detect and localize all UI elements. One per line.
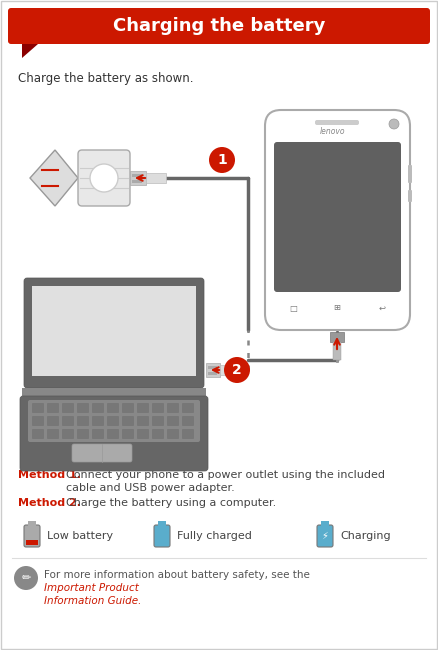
- FancyBboxPatch shape: [47, 416, 59, 426]
- Bar: [22, 388, 206, 396]
- Text: 1: 1: [217, 153, 227, 167]
- Bar: [333, 342, 341, 360]
- FancyBboxPatch shape: [28, 400, 200, 442]
- FancyBboxPatch shape: [182, 416, 194, 426]
- Bar: [220, 365, 238, 375]
- Bar: [32, 286, 196, 376]
- FancyBboxPatch shape: [92, 403, 104, 413]
- Bar: [130, 171, 146, 185]
- Text: Charge the battery as shown.: Charge the battery as shown.: [18, 72, 194, 85]
- FancyBboxPatch shape: [78, 150, 130, 206]
- Text: ↩: ↩: [378, 304, 385, 313]
- FancyBboxPatch shape: [32, 403, 44, 413]
- FancyBboxPatch shape: [122, 403, 134, 413]
- FancyBboxPatch shape: [77, 403, 89, 413]
- FancyBboxPatch shape: [182, 429, 194, 439]
- FancyBboxPatch shape: [47, 429, 59, 439]
- Text: ⚡: ⚡: [321, 531, 328, 541]
- FancyBboxPatch shape: [8, 8, 430, 44]
- FancyBboxPatch shape: [122, 429, 134, 439]
- Polygon shape: [22, 44, 38, 58]
- Text: Charging: Charging: [340, 531, 391, 541]
- Text: 2: 2: [232, 363, 242, 377]
- Bar: [132, 174, 142, 177]
- Text: Charging the battery: Charging the battery: [113, 17, 325, 35]
- Bar: [208, 372, 217, 375]
- Bar: [156, 540, 168, 545]
- FancyBboxPatch shape: [122, 416, 134, 426]
- FancyBboxPatch shape: [167, 429, 179, 439]
- Bar: [26, 540, 38, 545]
- FancyBboxPatch shape: [20, 396, 208, 471]
- Text: cable and USB power adapter.: cable and USB power adapter.: [66, 483, 235, 493]
- Bar: [319, 540, 331, 545]
- Bar: [158, 521, 166, 526]
- FancyBboxPatch shape: [152, 403, 164, 413]
- FancyBboxPatch shape: [152, 416, 164, 426]
- FancyBboxPatch shape: [62, 416, 74, 426]
- Text: Method 1.: Method 1.: [18, 470, 81, 480]
- Text: For more information about battery safety, see the: For more information about battery safet…: [44, 570, 310, 580]
- Text: ⊞: ⊞: [333, 304, 340, 313]
- FancyBboxPatch shape: [152, 429, 164, 439]
- FancyBboxPatch shape: [24, 525, 40, 547]
- FancyBboxPatch shape: [77, 429, 89, 439]
- FancyBboxPatch shape: [72, 444, 132, 462]
- Text: Charge the battery using a computer.: Charge the battery using a computer.: [66, 498, 276, 508]
- FancyBboxPatch shape: [107, 403, 119, 413]
- Text: □: □: [289, 304, 297, 313]
- Bar: [132, 180, 142, 183]
- Bar: [206, 363, 220, 377]
- FancyBboxPatch shape: [107, 429, 119, 439]
- FancyBboxPatch shape: [408, 190, 412, 202]
- FancyBboxPatch shape: [107, 416, 119, 426]
- FancyBboxPatch shape: [137, 403, 149, 413]
- Circle shape: [14, 566, 38, 590]
- FancyBboxPatch shape: [274, 142, 401, 292]
- Circle shape: [224, 357, 250, 383]
- FancyBboxPatch shape: [92, 429, 104, 439]
- Bar: [146, 173, 166, 183]
- FancyBboxPatch shape: [154, 525, 170, 547]
- Text: Low battery: Low battery: [47, 531, 113, 541]
- Circle shape: [389, 119, 399, 129]
- Text: Information Guide.: Information Guide.: [44, 596, 141, 606]
- FancyBboxPatch shape: [77, 416, 89, 426]
- FancyBboxPatch shape: [167, 403, 179, 413]
- FancyBboxPatch shape: [92, 416, 104, 426]
- FancyBboxPatch shape: [182, 403, 194, 413]
- Text: lenovo: lenovo: [319, 127, 345, 136]
- Text: Important Product: Important Product: [44, 583, 139, 593]
- Bar: [330, 332, 344, 342]
- FancyBboxPatch shape: [62, 403, 74, 413]
- FancyBboxPatch shape: [317, 525, 333, 547]
- Polygon shape: [30, 150, 78, 206]
- FancyBboxPatch shape: [32, 416, 44, 426]
- Circle shape: [209, 147, 235, 173]
- FancyBboxPatch shape: [408, 165, 412, 183]
- Bar: [208, 366, 217, 369]
- Bar: [321, 521, 329, 526]
- FancyBboxPatch shape: [32, 429, 44, 439]
- FancyBboxPatch shape: [137, 429, 149, 439]
- FancyBboxPatch shape: [24, 278, 204, 388]
- Bar: [28, 521, 36, 526]
- FancyBboxPatch shape: [47, 403, 59, 413]
- Circle shape: [90, 164, 118, 192]
- Text: Method 2.: Method 2.: [18, 498, 81, 508]
- FancyBboxPatch shape: [167, 416, 179, 426]
- Text: Connect your phone to a power outlet using the included: Connect your phone to a power outlet usi…: [66, 470, 385, 480]
- FancyBboxPatch shape: [62, 429, 74, 439]
- Text: Fully charged: Fully charged: [177, 531, 252, 541]
- Text: ✏: ✏: [21, 573, 31, 583]
- FancyBboxPatch shape: [137, 416, 149, 426]
- FancyBboxPatch shape: [315, 120, 359, 125]
- FancyBboxPatch shape: [265, 110, 410, 330]
